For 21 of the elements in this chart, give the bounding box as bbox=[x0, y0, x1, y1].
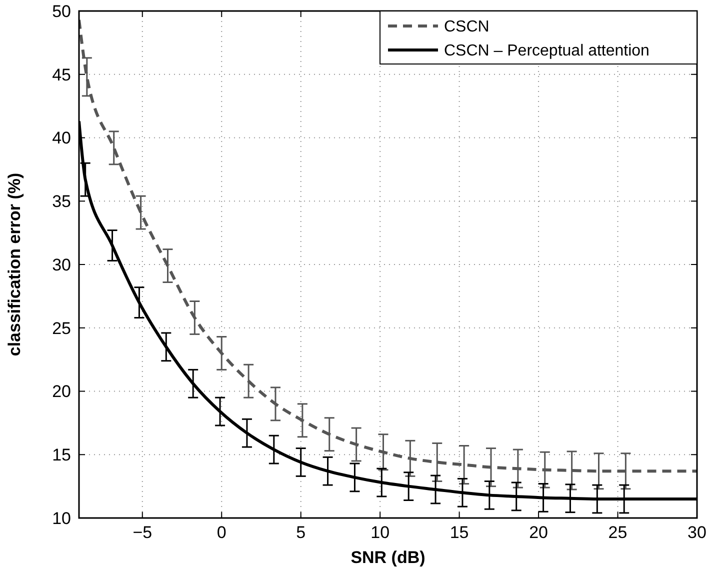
y-tick-label: 50 bbox=[52, 2, 71, 21]
x-tick-label: 15 bbox=[450, 523, 469, 542]
x-tick-label: 25 bbox=[608, 523, 628, 542]
y-tick-label: 35 bbox=[52, 192, 71, 212]
legend-label: CSCN – Perceptual attention bbox=[444, 42, 650, 60]
y-tick-label: 20 bbox=[52, 382, 71, 402]
y-tick-label: 25 bbox=[52, 318, 71, 338]
x-tick-label: 0 bbox=[216, 523, 226, 542]
x-tick-label: 20 bbox=[529, 523, 548, 542]
x-tick-label: −5 bbox=[132, 523, 152, 542]
legend-label: CSCN bbox=[444, 18, 490, 36]
x-tick-label: 30 bbox=[688, 523, 706, 542]
y-tick-label: 40 bbox=[52, 128, 71, 148]
y-axis-title: classification error (%) bbox=[5, 172, 24, 356]
y-tick-label: 15 bbox=[52, 446, 71, 465]
x-tick-label: 10 bbox=[370, 523, 390, 542]
y-tick-label: 30 bbox=[52, 255, 71, 274]
y-tick-label: 45 bbox=[52, 65, 71, 84]
x-tick-label: 5 bbox=[296, 523, 306, 542]
x-axis-title: SNR (dB) bbox=[350, 548, 426, 567]
y-tick-label: 10 bbox=[52, 508, 71, 528]
